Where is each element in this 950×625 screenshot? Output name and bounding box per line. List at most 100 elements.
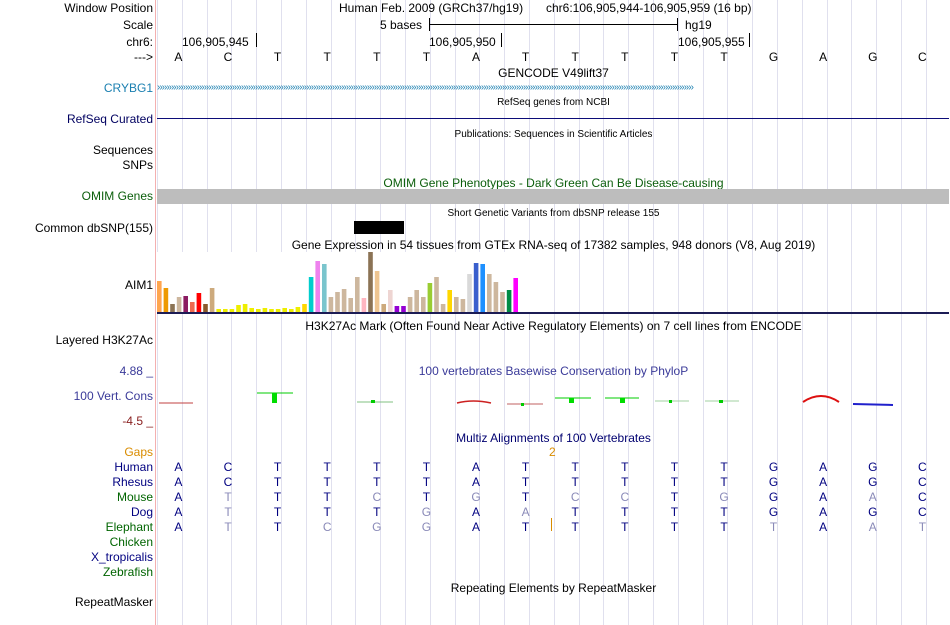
dbsnp-track-title[interactable]: Short Genetic Variants from dbSNP releas… xyxy=(447,208,660,219)
dbsnp-variant-feature[interactable] xyxy=(354,221,404,234)
gencode-gene-label[interactable]: CRYBG1 xyxy=(103,81,153,95)
alignment-base: C xyxy=(918,490,927,504)
window-position-label: Window Position xyxy=(64,1,153,15)
gtex-bar xyxy=(407,297,413,312)
omim-feature-bar[interactable] xyxy=(157,189,949,204)
gtex-bar xyxy=(487,274,492,312)
phylop-peak xyxy=(272,393,277,403)
omim-track-title[interactable]: OMIM Gene Phenotypes - Dark Green Can Be… xyxy=(383,176,724,190)
phylop-curve xyxy=(802,395,840,403)
reference-base: T xyxy=(521,50,530,64)
alignment-base: A xyxy=(868,520,877,534)
gtex-bar xyxy=(447,290,452,312)
alignment-base: A xyxy=(471,460,480,474)
gtex-bar xyxy=(196,293,202,312)
alignment-base: A xyxy=(174,460,183,474)
gtex-gene-label[interactable]: AIM1 xyxy=(124,278,153,292)
alignment-base: T xyxy=(720,520,728,534)
gtex-bar xyxy=(308,277,314,312)
left-panel-border xyxy=(155,0,156,625)
reference-base: C xyxy=(918,50,927,64)
scale-text: 5 bases xyxy=(380,18,423,32)
alignment-base: T xyxy=(373,460,381,474)
refseq-track-title[interactable]: RefSeq genes from NCBI xyxy=(497,97,610,108)
species-label-dog[interactable]: Dog xyxy=(130,505,153,519)
scale-label: Scale xyxy=(122,18,153,32)
alignment-base: C xyxy=(918,505,927,519)
multiz-track-title[interactable]: Multiz Alignments of 100 Vertebrates xyxy=(456,431,651,445)
reference-base: T xyxy=(373,50,381,64)
coord-label: 106,905,950 xyxy=(429,35,496,49)
coord-tick xyxy=(256,33,257,47)
species-label-x-tropicalis[interactable]: X_tropicalis xyxy=(90,550,153,564)
gtex-bar xyxy=(269,309,274,312)
phylop-wiggle-plot[interactable] xyxy=(157,385,949,411)
alignment-base: G xyxy=(868,460,878,474)
alignment-base: T xyxy=(373,505,381,519)
repeatmasker-label[interactable]: RepeatMasker xyxy=(74,595,153,609)
h3k27ac-label[interactable]: Layered H3K27Ac xyxy=(55,333,153,347)
gencode-gene-feature[interactable]: ››››››››››››››››››››››››››››››››››››››››… xyxy=(157,82,694,93)
gtex-bar xyxy=(209,288,215,312)
reference-base: T xyxy=(571,50,579,64)
gtex-baseline xyxy=(157,312,949,314)
species-label-zebrafish[interactable]: Zebrafish xyxy=(102,565,153,579)
gtex-track-title[interactable]: Gene Expression in 54 tissues from GTEx … xyxy=(291,238,816,252)
phylop-label[interactable]: 100 Vert. Cons xyxy=(73,389,153,403)
gtex-bar xyxy=(427,283,433,312)
alignment-base: T xyxy=(769,520,778,534)
alignment-base: T xyxy=(273,475,282,489)
omim-label[interactable]: OMIM Genes xyxy=(81,189,153,203)
species-label-chicken[interactable]: Chicken xyxy=(109,535,153,549)
alignment-base: T xyxy=(273,520,282,534)
gtex-bar xyxy=(355,277,360,312)
species-label-mouse[interactable]: Mouse xyxy=(116,490,153,504)
h3k27ac-track-title[interactable]: H3K27Ac Mark (Often Found Near Active Re… xyxy=(305,319,802,333)
alignment-base: T xyxy=(323,505,331,519)
alignment-base: G xyxy=(768,490,779,504)
repeatmasker-track-title[interactable]: Repeating Elements by RepeatMasker xyxy=(450,581,657,595)
publications-track-title[interactable]: Publications: Sequences in Scientific Ar… xyxy=(454,129,653,140)
gaps-label[interactable]: Gaps xyxy=(124,445,153,459)
refseq-feature-line[interactable] xyxy=(157,118,949,119)
publications-snps-label[interactable]: SNPs xyxy=(122,158,153,172)
alignment-base: T xyxy=(621,520,629,534)
alignment-base: T xyxy=(670,460,679,474)
gtex-bar xyxy=(467,274,472,312)
gencode-track-title[interactable]: GENCODE V49lift37 xyxy=(498,66,609,80)
alignment-base: C xyxy=(620,490,630,504)
phylop-peak xyxy=(569,398,574,403)
alignment-base: C xyxy=(322,520,332,534)
coord-tick xyxy=(501,33,502,47)
gtex-bar xyxy=(335,292,340,312)
phylop-min-label: -4.5 _ xyxy=(122,414,153,428)
phylop-track-title[interactable]: 100 vertebrates Basewise Conservation by… xyxy=(418,364,689,378)
species-label-rhesus[interactable]: Rhesus xyxy=(112,475,153,489)
gtex-expression-chart[interactable] xyxy=(157,252,537,314)
alignment-base: T xyxy=(521,460,530,474)
gtex-bar xyxy=(361,298,367,312)
gtex-bar xyxy=(256,309,261,312)
alignment-base: T xyxy=(621,475,629,489)
species-label-human[interactable]: Human xyxy=(114,460,153,474)
gtex-bar xyxy=(242,304,248,312)
gtex-bar xyxy=(434,277,439,312)
phylop-max-label: 4.88 _ xyxy=(119,364,153,378)
gtex-bar xyxy=(368,252,373,312)
phylop-peak xyxy=(521,403,524,406)
species-label-elephant[interactable]: Elephant xyxy=(105,520,153,534)
alignment-base: C xyxy=(918,460,927,474)
alignment-base: G xyxy=(719,490,729,504)
publications-sequences-label[interactable]: Sequences xyxy=(92,143,153,157)
gtex-bar xyxy=(388,290,393,312)
alignment-base: G xyxy=(868,505,878,519)
refseq-label[interactable]: RefSeq Curated xyxy=(66,112,153,126)
reference-base: T xyxy=(422,50,431,64)
gtex-bar xyxy=(315,261,320,312)
alignment-base: T xyxy=(720,505,728,519)
scale-bar-right-tick xyxy=(677,18,678,31)
dbsnp-label[interactable]: Common dbSNP(155) xyxy=(34,221,153,235)
alignment-base: T xyxy=(918,520,927,534)
gtex-bar xyxy=(163,288,169,312)
position-text: chr6:106,905,944-106,905,959 (16 bp) xyxy=(546,1,752,15)
